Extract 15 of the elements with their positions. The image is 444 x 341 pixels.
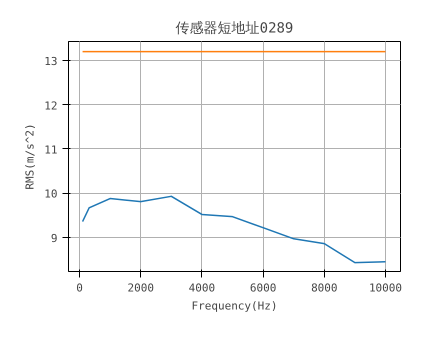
y-tick-label: 11 <box>44 143 58 156</box>
y-tick-label: 12 <box>44 99 58 112</box>
x-tick-label: 8000 <box>311 282 338 294</box>
x-tick-label: 6000 <box>250 282 276 294</box>
y-tick-label: 13 <box>44 55 58 68</box>
line-series <box>82 196 386 264</box>
y-tick-label: 9 <box>50 232 58 245</box>
x-tick-label: 10000 <box>368 282 402 294</box>
x-tick-label: 0 <box>76 282 83 294</box>
x-tick-label: 2000 <box>127 282 154 294</box>
y-tick-label: 10 <box>44 188 58 201</box>
x-axis-title: Frequency(Hz) <box>191 300 278 312</box>
chart-title: 传感器短地址0289 <box>176 20 294 36</box>
x-tick-label: 4000 <box>188 282 216 294</box>
y-axis-title: RMS(m/s^2) <box>23 123 36 190</box>
